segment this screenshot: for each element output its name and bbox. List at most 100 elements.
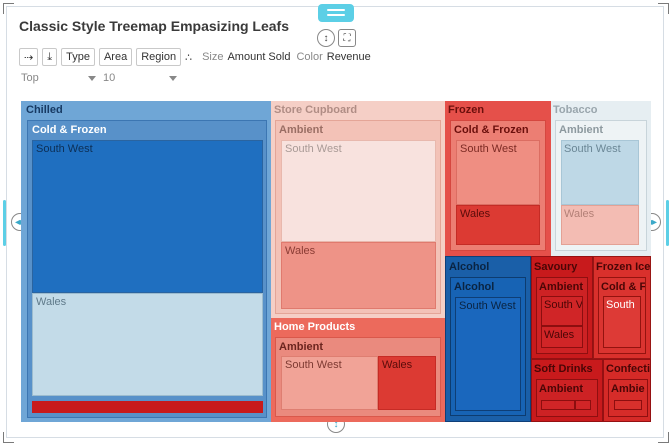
node-label: Ambient (279, 124, 323, 136)
treemap-leaf[interactable]: South West (455, 297, 521, 411)
frame-corner (3, 3, 14, 14)
treemap-node-soft-drinks-ambient[interactable]: Ambient (536, 379, 598, 417)
node-label: Frozen Ice (596, 261, 651, 273)
treemap-node-chilled-cold-frozen[interactable]: Cold & Frozen South West Wales (27, 120, 267, 418)
treemap-leaf[interactable]: South West (281, 140, 436, 242)
node-label: Ambie (611, 383, 645, 395)
treemap-leaf[interactable]: South West (281, 356, 378, 410)
treemap-node-store-cupboard-ambient[interactable]: Ambient South West Wales (275, 120, 441, 314)
treemap-leaf[interactable]: Wales (541, 326, 583, 348)
node-label: Confecti (606, 363, 650, 375)
treemap-leaf[interactable]: South (603, 296, 641, 348)
node-label: Soft Drinks (534, 363, 593, 375)
resize-bar-left[interactable] (3, 200, 6, 246)
leaf-label: Wales (36, 296, 67, 308)
treemap-node-frozen-ice[interactable]: Frozen Ice Cold & F South (593, 256, 651, 359)
treemap-leaf[interactable]: Wales (561, 205, 639, 245)
treemap: Chilled Cold & Frozen South West Wales S… (21, 101, 651, 422)
node-label: Ambient (539, 383, 583, 395)
treemap-leaf[interactable]: South West (456, 140, 540, 205)
count-select-value: 10 (103, 72, 116, 84)
leaf-label: South West (459, 300, 516, 312)
treemap-node-chilled[interactable]: Chilled Cold & Frozen South West Wales (21, 101, 271, 422)
leaf-label: Wales (382, 359, 413, 371)
treemap-node-tobacco-ambient[interactable]: Ambient South West Wales (555, 120, 647, 251)
leaf-label: South West (285, 143, 342, 155)
collapse-vertical-icon[interactable]: ↕ (317, 29, 335, 47)
treemap-leaf[interactable]: Wales (32, 293, 263, 396)
top-select-value: Top (21, 72, 39, 84)
treemap-node-store-cupboard[interactable]: Store Cupboard Ambient South West Wales (271, 101, 445, 318)
node-label: Alcohol (454, 281, 495, 293)
resize-bar-right[interactable] (666, 200, 669, 246)
node-label: Chilled (26, 104, 63, 116)
treemap-node-tobacco[interactable]: Tobacco Ambient South West Wales (551, 101, 651, 256)
treemap-node-confectionery-ambient[interactable]: Ambie (608, 379, 648, 417)
leaf-label: South West (460, 143, 517, 155)
node-label: Cold & Frozen (32, 124, 107, 136)
chevron-down-icon (88, 76, 96, 81)
plus-arrow-icon[interactable]: ⇢ (19, 48, 39, 66)
widget-title: Classic Style Treemap Empasizing Leafs (19, 18, 290, 34)
node-label: Tobacco (553, 104, 598, 116)
count-select[interactable]: 10 (103, 72, 179, 88)
sort-download-icon[interactable]: ⤓ (42, 48, 58, 66)
node-label: Alcohol (449, 261, 490, 273)
drag-handle-icon[interactable] (318, 4, 354, 22)
treemap-node-home-products[interactable]: Home Products Ambient South West Wales (271, 318, 445, 422)
treemap-leaf[interactable] (32, 401, 263, 413)
color-label: Color (296, 51, 323, 63)
treemap-node-savoury-ambient[interactable]: Ambient South V Wales (536, 277, 588, 354)
chevron-down-icon (169, 76, 177, 81)
top-select[interactable]: Top (21, 72, 97, 88)
leaf-label: South V (544, 299, 583, 311)
node-label: Cold & Frozen (454, 124, 529, 136)
leaf-label: South West (36, 143, 93, 155)
scatter-dots-icon[interactable]: ∴ (185, 48, 193, 66)
node-label: Ambient (559, 124, 603, 136)
node-label: Cold & F (601, 281, 646, 293)
treemap-leaf[interactable] (541, 400, 575, 410)
node-label: Frozen (448, 104, 485, 116)
treemap-leaf[interactable]: Wales (456, 205, 540, 245)
leaf-label: Wales (285, 245, 316, 257)
leaf-label: South (606, 299, 635, 311)
leaf-label: Wales (564, 208, 595, 220)
node-label: Ambient (539, 281, 583, 293)
region-button[interactable]: Region (136, 48, 182, 66)
treemap-node-home-products-ambient[interactable]: Ambient South West Wales (275, 337, 441, 417)
size-value[interactable]: Amount Sold (227, 51, 291, 63)
treemap-leaf[interactable] (614, 400, 642, 410)
treemap-leaf[interactable]: Wales (281, 242, 436, 309)
treemap-node-savoury[interactable]: Savoury Ambient South V Wales (531, 256, 593, 359)
treemap-leaf[interactable]: South West (32, 140, 263, 293)
treemap-node-frozen-ice-cold-frozen[interactable]: Cold & F South (598, 277, 646, 354)
node-label: Ambient (279, 341, 323, 353)
color-value[interactable]: Revenue (326, 51, 371, 63)
toolbar: ⇢ ⤓ Type Area Region ∴ Size Amount Sold … (19, 48, 371, 66)
leaf-label: South West (285, 359, 342, 371)
node-label: Store Cupboard (274, 104, 358, 116)
treemap-node-frozen[interactable]: Frozen Cold & Frozen South West Wales (445, 101, 551, 256)
treemap-node-alcohol-group[interactable]: Alcohol South West (450, 277, 526, 416)
area-button[interactable]: Area (98, 48, 133, 66)
frame-corner (658, 3, 669, 14)
treemap-node-soft-drinks[interactable]: Soft Drinks Ambient (531, 359, 603, 422)
leaf-label: Wales (544, 329, 575, 341)
treemap-leaf[interactable]: South West (561, 140, 639, 205)
node-label: Savoury (534, 261, 578, 273)
treemap-node-frozen-cold-frozen[interactable]: Cold & Frozen South West Wales (450, 120, 546, 251)
treemap-leaf[interactable] (575, 400, 591, 410)
size-label: Size (202, 51, 224, 63)
leaf-label: South West (564, 143, 621, 155)
treemap-leaf[interactable]: Wales (378, 356, 436, 410)
leaf-label: Wales (460, 208, 491, 220)
treemap-node-confectionery[interactable]: Confecti Ambie (603, 359, 651, 422)
type-button[interactable]: Type (61, 48, 95, 66)
treemap-node-alcohol[interactable]: Alcohol Alcohol South West (445, 256, 531, 422)
treemap-leaf[interactable]: South V (541, 296, 583, 326)
node-label: Home Products (274, 321, 356, 333)
frame-corner (3, 432, 14, 443)
fullscreen-icon[interactable]: ⛶ (338, 29, 356, 47)
frame-corner (658, 432, 669, 443)
